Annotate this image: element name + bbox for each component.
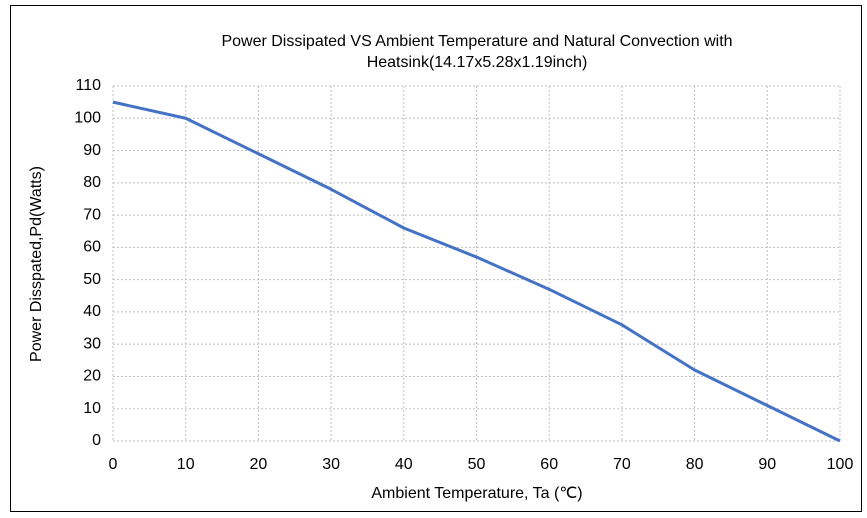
y-tick-label: 0 bbox=[92, 432, 101, 449]
x-tick-label: 60 bbox=[540, 456, 558, 473]
y-tick-label: 110 bbox=[75, 77, 101, 94]
x-axis-label: Ambient Temperature, Ta (℃) bbox=[371, 485, 582, 502]
data-line bbox=[112, 100, 841, 443]
x-tick-label: 0 bbox=[109, 456, 118, 473]
x-tick-label: 70 bbox=[613, 456, 631, 473]
x-tick-label: 80 bbox=[686, 456, 704, 473]
y-tick-label: 10 bbox=[83, 400, 101, 417]
x-tick-label: 10 bbox=[177, 456, 195, 473]
x-tick-label: 90 bbox=[758, 456, 776, 473]
y-tick-label: 50 bbox=[83, 271, 101, 288]
y-tick-label: 40 bbox=[83, 303, 101, 320]
y-tick-label: 70 bbox=[83, 206, 101, 223]
x-tick-label: 30 bbox=[322, 456, 340, 473]
x-tick-label: 20 bbox=[250, 456, 268, 473]
x-tick-label: 50 bbox=[468, 456, 486, 473]
y-tick-label: 100 bbox=[74, 109, 101, 126]
y-tick-label: 90 bbox=[83, 142, 101, 159]
y-tick-label: 60 bbox=[83, 239, 101, 256]
chart-frame bbox=[10, 5, 862, 512]
x-tick-label: 100 bbox=[827, 456, 854, 473]
y-tick-label: 20 bbox=[83, 368, 101, 385]
y-tick-label: 80 bbox=[83, 174, 101, 191]
y-tick-label: 30 bbox=[83, 335, 101, 352]
chart-title: Power Dissipated VS Ambient Temperature … bbox=[221, 33, 732, 50]
x-tick-label: 40 bbox=[395, 456, 413, 473]
y-axis-label: Power Disspated,Pd(Watts) bbox=[28, 166, 45, 362]
chart-title: Heatsink(14.17x5.28x1.19inch) bbox=[367, 54, 588, 71]
